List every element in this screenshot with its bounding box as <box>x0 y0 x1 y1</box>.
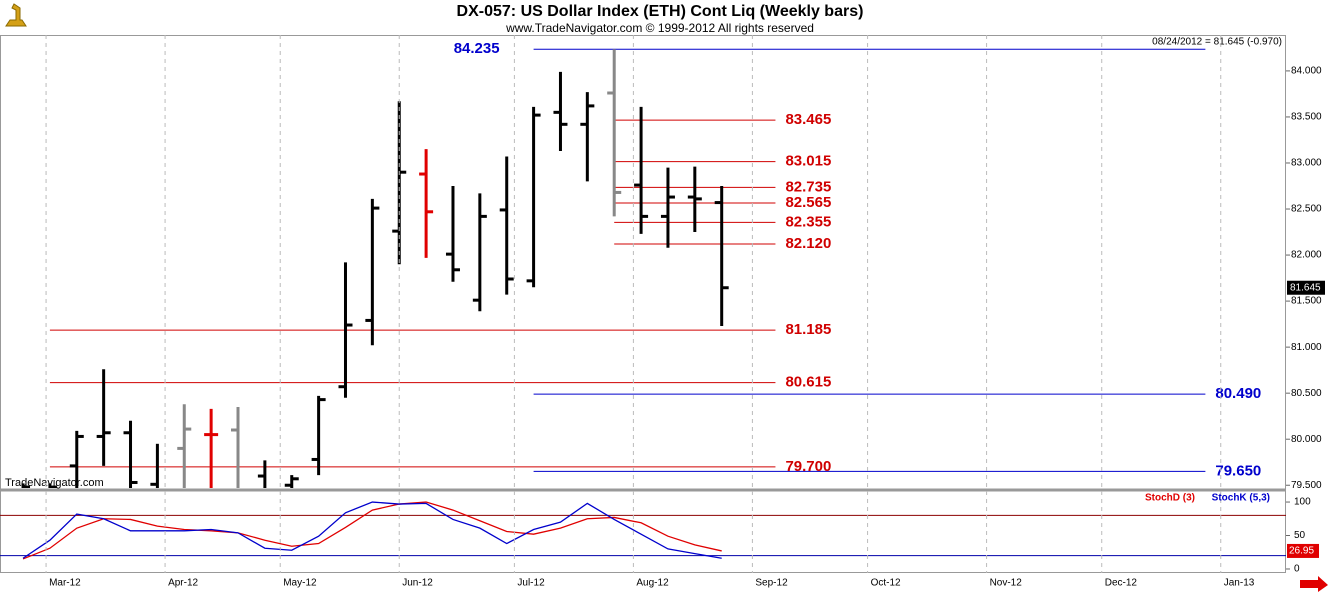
x-tick-label: Dec-12 <box>1105 578 1138 589</box>
scroll-arrow[interactable] <box>1300 576 1328 592</box>
x-tick-label: Mar-12 <box>49 578 81 589</box>
price-plot <box>21 48 1206 488</box>
stoch-line <box>22 501 722 559</box>
level-label: 82.565 <box>785 194 831 211</box>
x-tick-label: Sep-12 <box>755 578 788 589</box>
legend-label: StochK (5,3) <box>1212 493 1270 504</box>
x-tick-label: Jul-12 <box>517 578 545 589</box>
x-tick-label: May-12 <box>283 578 317 589</box>
chart-subtitle: www.TradeNavigator.com © 1999-2012 All r… <box>505 21 814 35</box>
x-tick-label: Apr-12 <box>168 578 198 589</box>
last-value-box <box>1287 543 1319 558</box>
plot-frame <box>0 35 1286 573</box>
level-label: 82.355 <box>785 213 831 230</box>
level-label: 80.615 <box>785 374 831 391</box>
y-tick-label: 82.000 <box>1291 250 1322 261</box>
y-tick-label: 79.500 <box>1291 480 1322 491</box>
y-tick-label: 80.000 <box>1291 434 1322 445</box>
y-tick-label: 83.500 <box>1291 112 1322 123</box>
logo <box>5 3 27 27</box>
x-tick-label: Jan-13 <box>1224 578 1255 589</box>
y-tick-label: 80.500 <box>1291 388 1322 399</box>
y-tick-label: 81.500 <box>1291 296 1322 307</box>
x-tick-label: Nov-12 <box>990 578 1023 589</box>
stoch-plot <box>0 501 1286 560</box>
level-label: 81.185 <box>785 321 831 338</box>
level-label: 79.700 <box>785 458 831 475</box>
y-tick-label: 0 <box>1294 564 1300 575</box>
y-tick-label: 50 <box>1294 530 1306 541</box>
level-label: 83.015 <box>785 153 831 170</box>
stoch-line <box>22 501 722 560</box>
y-tick-label: 83.000 <box>1291 158 1322 169</box>
y-tick-label: 84.000 <box>1291 66 1322 77</box>
x-tick-label: Aug-12 <box>636 578 669 589</box>
x-tick-label: Jun-12 <box>402 578 433 589</box>
y-tick-label: 81.000 <box>1291 342 1322 353</box>
level-label: 84.235 <box>454 40 500 57</box>
legend-label: StochD (3) <box>1145 493 1195 504</box>
last-value-label: 81.645 <box>1290 282 1321 293</box>
level-label: 80.490 <box>1215 385 1261 402</box>
x-tick-label: Oct-12 <box>871 578 901 589</box>
level-label: 79.650 <box>1215 462 1261 479</box>
level-label: 83.465 <box>785 111 831 128</box>
last-value-label: 26.95 <box>1289 546 1314 557</box>
last-value-box <box>1287 280 1325 295</box>
chart-title: DX-057: US Dollar Index (ETH) Cont Liq (… <box>457 3 864 20</box>
y-tick-label: 100 <box>1294 497 1311 508</box>
level-label: 82.735 <box>785 178 831 195</box>
level-label: 82.120 <box>785 235 831 252</box>
y-tick-label: 82.500 <box>1291 204 1322 215</box>
info-text: 08/24/2012 = 81.645 (-0.970) <box>1152 37 1282 48</box>
